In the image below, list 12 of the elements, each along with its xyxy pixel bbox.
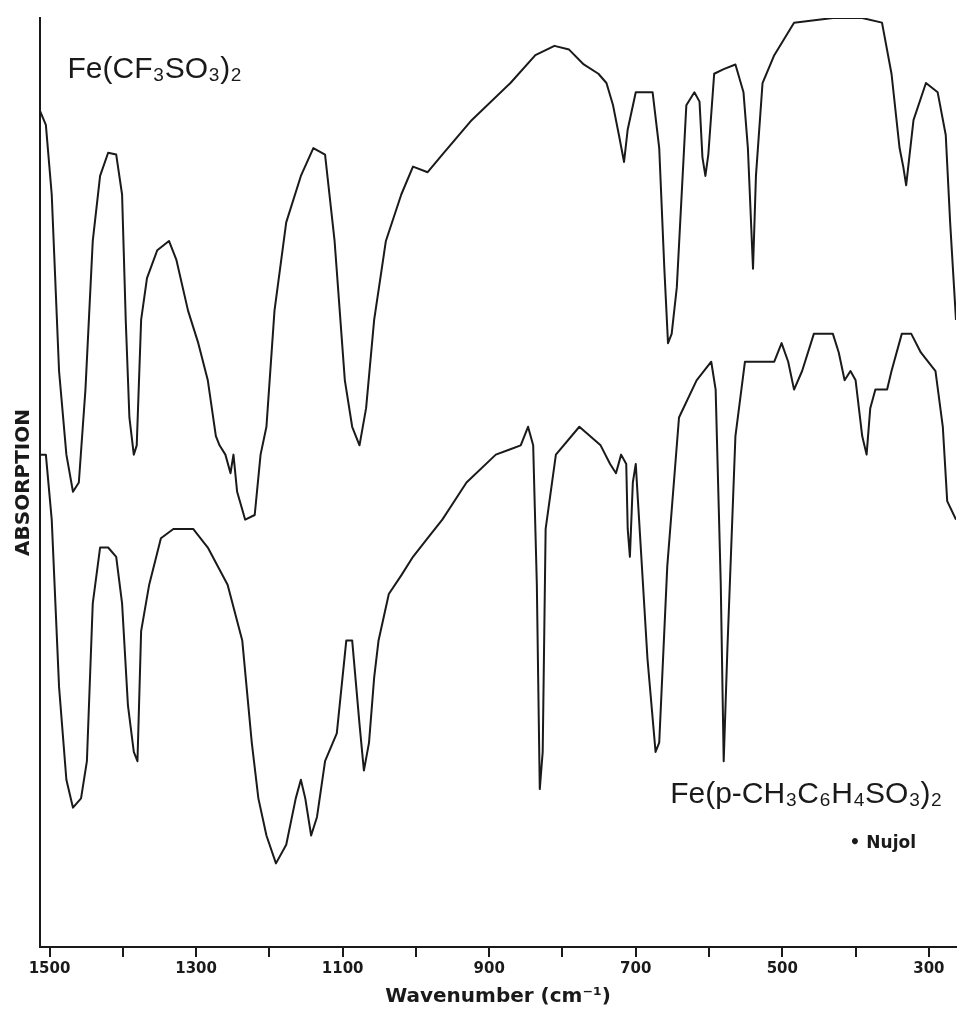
x-tick-label: 300 — [913, 958, 945, 977]
x-axis-title: Wavenumber (cm⁻¹) — [385, 983, 611, 1008]
y-axis-title: ABSORPTION — [10, 408, 35, 557]
annotation: • Nujol — [849, 832, 916, 853]
x-tick-label: 500 — [766, 958, 798, 977]
x-tick-label: 1500 — [28, 958, 71, 977]
x-tick-label: 1100 — [321, 958, 364, 977]
x-tick-label: 900 — [473, 958, 505, 977]
x-tick-label: 1300 — [175, 958, 217, 977]
series-label: Fe(CF₃SO₃)₂ — [67, 51, 242, 85]
x-tick-label: 700 — [620, 958, 652, 977]
series-label: Fe(p-CH₃C₆H₄SO₃)₂ — [670, 776, 943, 810]
